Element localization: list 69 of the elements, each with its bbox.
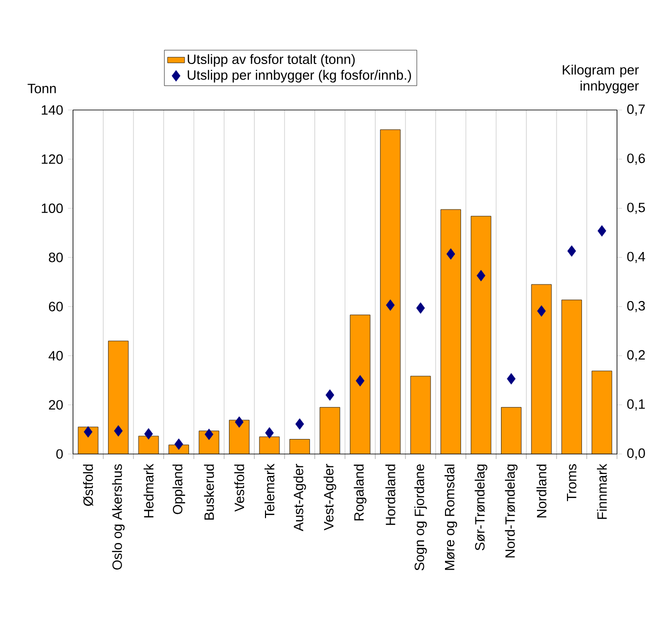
legend-label: Utslipp av fosfor totalt (tonn) xyxy=(188,54,355,67)
x-tick-label: Buskerud xyxy=(204,464,214,520)
y-tick-label: 140 xyxy=(42,105,63,115)
point xyxy=(326,389,334,401)
bar xyxy=(290,439,310,454)
point xyxy=(144,428,153,440)
point xyxy=(386,299,395,311)
x-tick-label: Finnmark xyxy=(596,464,607,519)
bar xyxy=(592,370,612,454)
y2-tick-label: 0,3 xyxy=(627,300,645,312)
bar xyxy=(531,284,552,454)
bar xyxy=(471,216,492,454)
y2-tick-label: 0,7 xyxy=(627,104,645,116)
bar xyxy=(108,340,128,454)
y-tick-label: 100 xyxy=(42,204,63,214)
y2-tick-label: 0,1 xyxy=(627,399,645,410)
x-tick-label: Rogaland xyxy=(354,464,366,520)
x-tick-label: Hordaland xyxy=(385,464,396,525)
bar xyxy=(440,210,461,454)
x-tick-label: Oppland xyxy=(172,464,186,514)
x-tick-label: Sogn og Fjordane xyxy=(414,464,427,570)
point xyxy=(506,373,516,385)
x-tick-label: Vest-Agder xyxy=(324,464,336,530)
x-tick-label: Sør-Trøndelag xyxy=(474,464,488,550)
bar xyxy=(350,314,370,454)
bar xyxy=(320,407,340,454)
point xyxy=(265,427,274,439)
y2-tick-label: 0,0 xyxy=(627,448,645,460)
point xyxy=(476,270,486,282)
point xyxy=(84,426,92,438)
point xyxy=(114,425,123,437)
point xyxy=(234,416,244,428)
x-tick-label: Aust-Agder xyxy=(293,464,306,532)
x-tick-label: Oslo og Akershus xyxy=(112,464,125,570)
x-tick-label: Nord-Trøndelag xyxy=(504,464,518,558)
point xyxy=(204,428,214,440)
legend-label: Utslipp per innbygger (kg fosfor/innb.) xyxy=(188,70,411,82)
y-axis-title: Tonn xyxy=(28,84,56,94)
y2-tick-label: 0,5 xyxy=(627,202,645,214)
y-tick-label: 120 xyxy=(42,154,63,164)
bar xyxy=(410,376,431,454)
x-tick-label: Hedmark xyxy=(144,464,154,518)
bar xyxy=(501,407,522,454)
y-tick-label: 0 xyxy=(56,449,63,459)
bar xyxy=(562,300,582,454)
y-tick-label: 40 xyxy=(48,350,63,360)
point xyxy=(446,248,456,260)
y2-axis-title: Kilogram per innbygger xyxy=(562,64,639,94)
y2-tick-label: 0,4 xyxy=(627,252,646,264)
bar xyxy=(380,130,400,454)
y2-tick-label: 0,6 xyxy=(627,154,645,165)
bar xyxy=(259,436,280,454)
x-tick-label: Telemark xyxy=(264,464,274,518)
x-tick-label: Vestfold xyxy=(234,464,244,512)
y-tick-label: 80 xyxy=(48,252,63,262)
point xyxy=(537,305,546,317)
y-tick-label: 60 xyxy=(48,302,63,312)
x-tick-label: Møre og Romsdal xyxy=(444,464,458,570)
point xyxy=(174,438,184,450)
x-tick-label: Nordland xyxy=(536,464,546,518)
point xyxy=(598,225,606,237)
y2-tick-label: 0,2 xyxy=(627,350,645,362)
point xyxy=(295,418,304,430)
x-tick-label: Troms xyxy=(566,464,576,502)
point xyxy=(567,245,576,257)
x-tick-label: Østfold xyxy=(83,464,94,506)
y-tick-label: 20 xyxy=(48,400,63,410)
point xyxy=(356,375,364,386)
point xyxy=(416,302,425,314)
